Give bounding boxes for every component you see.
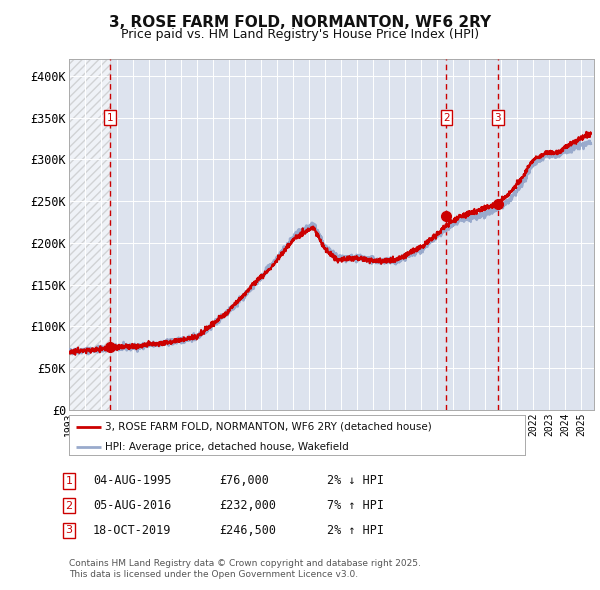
Text: 7% ↑ HPI: 7% ↑ HPI <box>327 499 384 512</box>
Text: 18-OCT-2019: 18-OCT-2019 <box>93 524 172 537</box>
Text: 2: 2 <box>65 501 73 510</box>
Text: 1: 1 <box>65 476 73 486</box>
Text: 3, ROSE FARM FOLD, NORMANTON, WF6 2RY (detached house): 3, ROSE FARM FOLD, NORMANTON, WF6 2RY (d… <box>106 422 432 432</box>
Text: 1: 1 <box>107 113 113 123</box>
Text: Price paid vs. HM Land Registry's House Price Index (HPI): Price paid vs. HM Land Registry's House … <box>121 28 479 41</box>
Text: 3: 3 <box>65 526 73 535</box>
Text: 2% ↓ HPI: 2% ↓ HPI <box>327 474 384 487</box>
Text: 2: 2 <box>443 113 450 123</box>
Bar <box>69 59 110 410</box>
Text: £76,000: £76,000 <box>219 474 269 487</box>
Text: Contains HM Land Registry data © Crown copyright and database right 2025.
This d: Contains HM Land Registry data © Crown c… <box>69 559 421 579</box>
Text: £246,500: £246,500 <box>219 524 276 537</box>
Text: £232,000: £232,000 <box>219 499 276 512</box>
Text: 3: 3 <box>494 113 501 123</box>
Text: 04-AUG-1995: 04-AUG-1995 <box>93 474 172 487</box>
Text: 05-AUG-2016: 05-AUG-2016 <box>93 499 172 512</box>
Text: HPI: Average price, detached house, Wakefield: HPI: Average price, detached house, Wake… <box>106 442 349 452</box>
Text: 2% ↑ HPI: 2% ↑ HPI <box>327 524 384 537</box>
Text: 3, ROSE FARM FOLD, NORMANTON, WF6 2RY: 3, ROSE FARM FOLD, NORMANTON, WF6 2RY <box>109 15 491 30</box>
